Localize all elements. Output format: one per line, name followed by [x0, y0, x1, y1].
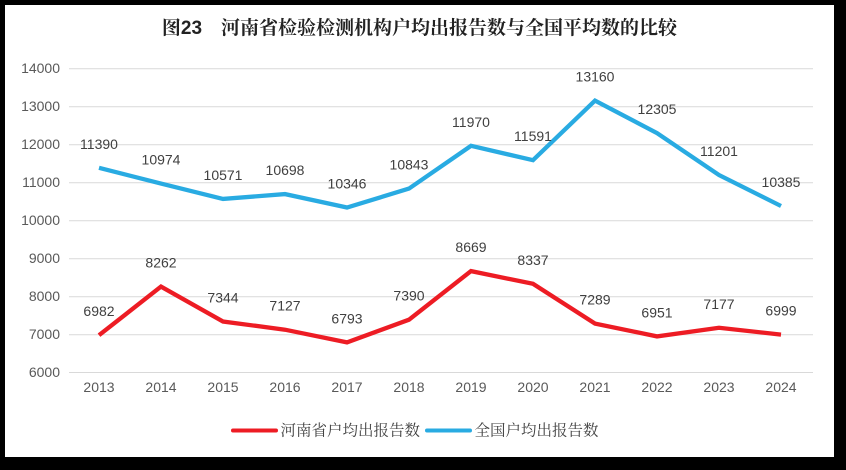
svg-text:7344: 7344 [207, 289, 238, 305]
svg-text:10974: 10974 [142, 152, 181, 168]
svg-text:9000: 9000 [29, 250, 60, 266]
svg-text:6000: 6000 [29, 364, 60, 380]
svg-text:13160: 13160 [576, 69, 615, 85]
svg-text:2013: 2013 [83, 379, 114, 395]
svg-text:8337: 8337 [517, 252, 548, 268]
svg-text:7390: 7390 [393, 288, 424, 304]
svg-text:7289: 7289 [579, 292, 610, 308]
svg-text:全国户均出报告数: 全国户均出报告数 [475, 421, 600, 440]
svg-text:8669: 8669 [455, 239, 486, 255]
svg-text:10346: 10346 [328, 175, 367, 191]
svg-text:6999: 6999 [765, 303, 796, 319]
svg-text:7127: 7127 [269, 298, 300, 314]
svg-text:8262: 8262 [145, 255, 176, 271]
svg-text:2017: 2017 [331, 379, 362, 395]
svg-text:2019: 2019 [455, 379, 486, 395]
svg-text:2023: 2023 [703, 379, 734, 395]
svg-text:11390: 11390 [80, 136, 118, 152]
svg-text:2020: 2020 [517, 379, 548, 395]
svg-text:2016: 2016 [269, 379, 300, 395]
svg-text:11591: 11591 [514, 128, 552, 144]
svg-text:河南省户均出报告数: 河南省户均出报告数 [281, 421, 421, 440]
svg-text:7177: 7177 [703, 296, 734, 312]
svg-text:12305: 12305 [638, 101, 677, 117]
svg-text:2018: 2018 [393, 379, 424, 395]
svg-text:10385: 10385 [762, 174, 801, 190]
svg-text:8000: 8000 [29, 288, 60, 304]
svg-text:6951: 6951 [641, 304, 672, 320]
svg-text:10698: 10698 [266, 162, 305, 178]
svg-text:11000: 11000 [22, 174, 60, 190]
svg-text:2022: 2022 [641, 379, 672, 395]
svg-text:11201: 11201 [700, 143, 738, 159]
svg-text:12000: 12000 [21, 136, 60, 152]
svg-text:2021: 2021 [579, 379, 610, 395]
svg-text:7000: 7000 [29, 326, 60, 342]
svg-text:14000: 14000 [21, 60, 60, 76]
svg-text:10843: 10843 [390, 157, 429, 173]
svg-text:6982: 6982 [83, 303, 114, 319]
svg-text:2015: 2015 [207, 379, 238, 395]
svg-text:11970: 11970 [452, 114, 490, 130]
svg-text:10000: 10000 [21, 212, 60, 228]
svg-text:13000: 13000 [21, 98, 60, 114]
svg-text:10571: 10571 [204, 167, 243, 183]
svg-text:2024: 2024 [765, 379, 796, 395]
svg-text:6793: 6793 [331, 310, 362, 326]
svg-text:2014: 2014 [145, 379, 176, 395]
